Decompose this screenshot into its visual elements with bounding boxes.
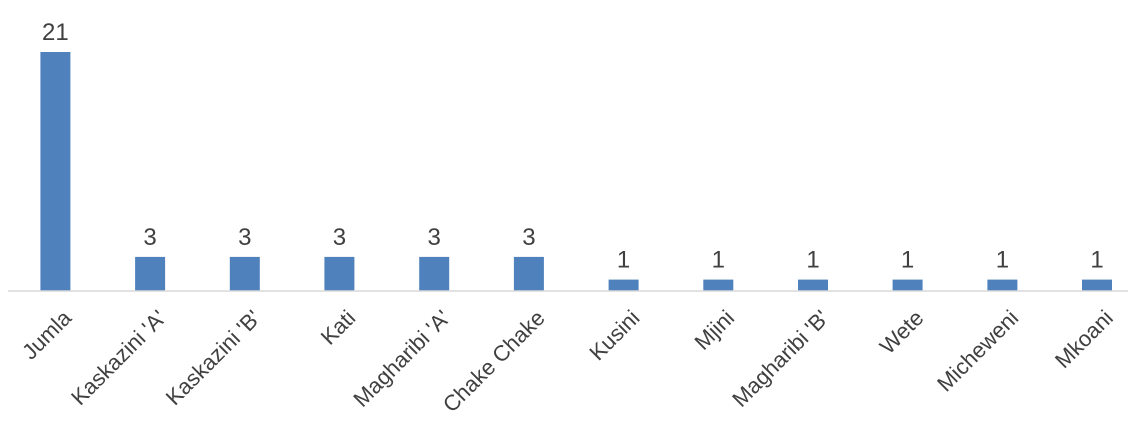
bar <box>703 279 734 291</box>
bar-value-label: 3 <box>428 224 441 251</box>
x-tick-label: Kusini <box>584 305 644 365</box>
x-tick-label: Magharibi 'A' <box>348 305 455 412</box>
x-tick-label: Wete <box>875 305 929 359</box>
bar <box>892 279 923 291</box>
bar <box>608 279 639 291</box>
x-tick-label: Magharibi 'B' <box>727 305 834 412</box>
bar-value-label: 3 <box>143 224 156 251</box>
x-tick-label: Jumla <box>17 305 77 365</box>
bar <box>1082 279 1112 291</box>
bar-value-label: 1 <box>712 247 725 274</box>
bar <box>135 256 166 291</box>
bar-value-label: 3 <box>522 224 535 251</box>
bar <box>324 256 355 291</box>
bar-value-label: 1 <box>901 247 914 274</box>
bar <box>513 256 544 291</box>
bar-value-label: 3 <box>333 224 346 251</box>
bars-group <box>40 52 1112 291</box>
bar-value-label: 21 <box>42 19 69 46</box>
bar <box>229 256 260 291</box>
bar-value-label: 1 <box>617 247 630 274</box>
x-tick-label: Micheweni <box>932 305 1023 396</box>
bar <box>419 256 450 291</box>
bar <box>40 52 71 291</box>
bar-value-label: 1 <box>806 247 819 274</box>
x-tick-label: Chake Chake <box>438 305 550 417</box>
x-tick-label: Mkoani <box>1050 305 1118 373</box>
bar-value-label: 3 <box>238 224 251 251</box>
bar-value-label: 1 <box>996 247 1009 274</box>
bar <box>987 279 1018 291</box>
bar <box>798 279 828 291</box>
x-tick-label: Kati <box>316 305 360 349</box>
x-tick-label: Kaskazini 'A' <box>66 305 171 410</box>
bar-value-label: 1 <box>1090 247 1103 274</box>
value-labels-group: 21 3 3 3 3 3 1 1 1 1 1 1 <box>42 19 1104 274</box>
x-tick-label: Kaskazini 'B' <box>161 305 266 410</box>
x-tick-label: Mjini <box>689 305 739 355</box>
